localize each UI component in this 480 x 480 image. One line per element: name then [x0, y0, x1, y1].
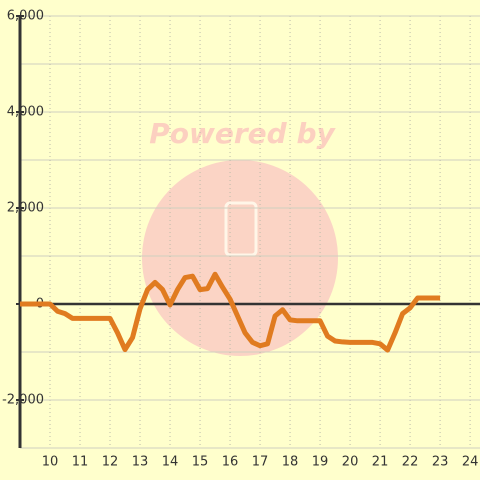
x-tick-label: 18 [282, 455, 299, 470]
y-tick-label: 4,000 [7, 105, 44, 120]
x-tick-label: 20 [342, 455, 359, 470]
x-tick-label: 10 [42, 455, 59, 470]
x-tick-label: 16 [222, 455, 239, 470]
x-tick-label: 24 [462, 455, 479, 470]
x-tick-label: 17 [252, 455, 269, 470]
x-tick-label: 22 [402, 455, 419, 470]
watermark-circle [142, 160, 338, 356]
x-tick-label: 15 [192, 455, 209, 470]
x-tick-label: 11 [72, 455, 89, 470]
x-tick-label: 13 [132, 455, 149, 470]
x-tick-label: 19 [312, 455, 329, 470]
x-tick-label: 21 [372, 455, 389, 470]
watermark-logo [142, 160, 338, 356]
x-tick-label: 14 [162, 455, 179, 470]
x-tick-label: 12 [102, 455, 119, 470]
y-tick-label: 6,000 [7, 9, 44, 24]
watermark-text: Powered by [149, 117, 336, 150]
watermark-icon [224, 201, 258, 257]
y-tick-label: -2,000 [2, 393, 44, 408]
data-line [20, 271, 441, 353]
plot [16, 15, 480, 449]
y-tick-label: 2,000 [7, 201, 44, 216]
x-tick-label: 23 [432, 455, 449, 470]
